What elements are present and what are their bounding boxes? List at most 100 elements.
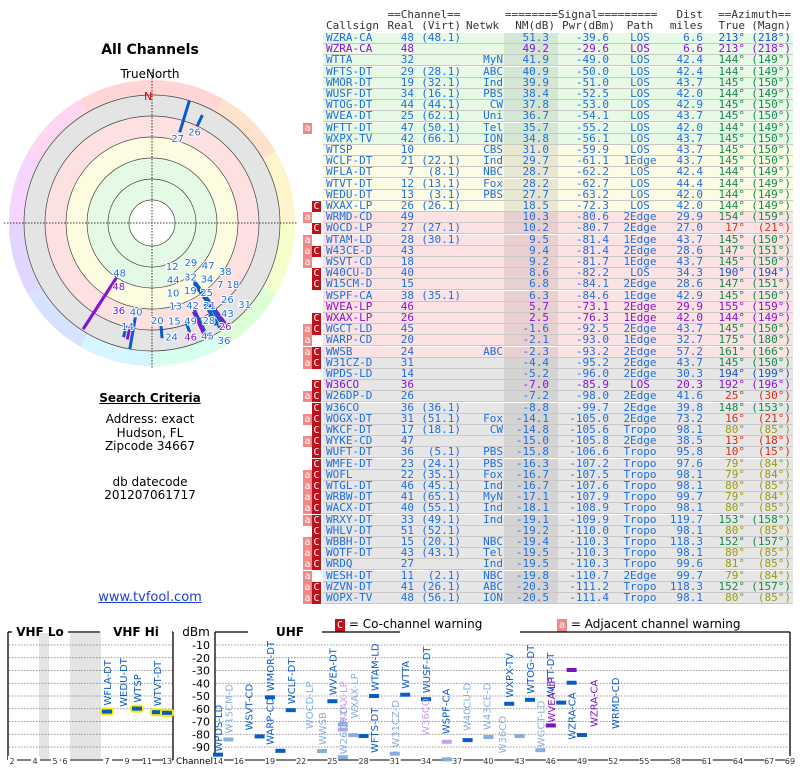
callsign[interactable]: WOPX-TV bbox=[326, 591, 373, 604]
callsign[interactable]: WFLA-DT bbox=[326, 165, 373, 179]
callsign[interactable]: WMOR-DT bbox=[326, 75, 373, 89]
uhf-channel-tick: 19 bbox=[265, 757, 275, 766]
callsign[interactable]: WEDU-DT bbox=[326, 187, 373, 201]
azimuth-true: 145° bbox=[718, 255, 746, 268]
callsign[interactable]: WXPX-TV bbox=[326, 131, 373, 145]
distance: 39.8 bbox=[676, 400, 704, 414]
station-row: WXAX-LP 26 2.5 -76.3 1Edge 42.0 144° (149°) bbox=[323, 311, 793, 324]
callsign[interactable]: WOTF-DT bbox=[326, 546, 373, 560]
path-type: Tropo bbox=[623, 535, 657, 548]
callsign[interactable]: WRDQ bbox=[326, 557, 353, 571]
callsign[interactable]: WVEA-DT bbox=[326, 109, 373, 123]
callsign[interactable]: W40CU-D bbox=[326, 266, 373, 280]
callsign[interactable]: W43CE-D bbox=[326, 243, 373, 257]
callsign[interactable]: WMFE-DT bbox=[326, 456, 373, 470]
real-channel: 12 bbox=[400, 176, 414, 190]
callsign[interactable]: WTGL-DT bbox=[326, 479, 373, 492]
callsign[interactable]: WTVT-DT bbox=[326, 176, 373, 190]
uhf-channel-tick: 61 bbox=[702, 757, 712, 766]
callsign[interactable]: WBBH-DT bbox=[326, 535, 373, 548]
path-type: Tropo bbox=[623, 546, 657, 560]
network: Tel bbox=[483, 546, 503, 560]
callsign[interactable]: WXAX-LP bbox=[326, 311, 373, 324]
callsign[interactable]: WZRA-CA bbox=[326, 31, 373, 44]
callsign[interactable]: WESH-DT bbox=[326, 568, 373, 582]
station-row: W26DP-D 26 -7.2 -98.0 2Edge 41.6 25° (30°) bbox=[323, 389, 793, 403]
real-channel: 48 bbox=[400, 42, 414, 56]
distance: 57.2 bbox=[676, 344, 704, 358]
callsign[interactable]: WSVT-CD bbox=[326, 255, 373, 268]
station-signal-label: WTTA bbox=[401, 661, 412, 689]
callsign[interactable]: WPDS-LD bbox=[326, 367, 373, 380]
dbm-tick-label: -80 bbox=[192, 728, 210, 741]
co-channel-warning-flag: C bbox=[312, 537, 321, 548]
callsign[interactable]: WOGX-DT bbox=[326, 411, 373, 425]
distance: 42.9 bbox=[676, 98, 704, 112]
noise-margin: -4.4 bbox=[522, 355, 550, 369]
station-signal-label: W26DP-D bbox=[339, 706, 350, 754]
station-signal-marker bbox=[556, 700, 567, 705]
callsign[interactable]: WFTS-DT bbox=[326, 64, 373, 78]
callsign[interactable]: W36CO bbox=[326, 400, 360, 414]
real-channel: 22 bbox=[400, 467, 414, 481]
callsign[interactable]: WGCT-LD bbox=[326, 322, 373, 336]
station-signal-label: WFTT-DT bbox=[546, 652, 557, 697]
distance: 42.0 bbox=[676, 120, 704, 134]
signal-power: -84.6 bbox=[575, 288, 609, 302]
path-type: LOS bbox=[630, 187, 650, 201]
callsign[interactable]: WRXY-DT bbox=[326, 512, 373, 526]
callsign[interactable]: WZVN-DT bbox=[326, 579, 373, 593]
vhf-channel-tick: 2 bbox=[9, 757, 14, 766]
callsign[interactable]: WXAX-LP bbox=[326, 199, 373, 212]
callsign[interactable]: WWSB bbox=[326, 344, 353, 358]
callsign[interactable]: WYKE-CD bbox=[326, 434, 373, 448]
search-city: Hudson, FL bbox=[116, 426, 184, 440]
callsign[interactable]: WTOG-DT bbox=[326, 98, 373, 112]
callsign[interactable]: W36CO bbox=[326, 378, 360, 392]
callsign[interactable]: WTTA bbox=[326, 53, 353, 67]
uhf-channel-tick: 58 bbox=[671, 757, 681, 766]
callsign[interactable]: WTSP bbox=[326, 143, 353, 156]
callsign[interactable]: WKCF-DT bbox=[326, 423, 373, 436]
callsign[interactable]: WRMD-CD bbox=[326, 210, 373, 224]
callsign[interactable]: WCLF-DT bbox=[326, 154, 373, 168]
real-channel: 49 bbox=[400, 210, 414, 224]
tvfool-link[interactable]: www.tvfool.com bbox=[98, 590, 202, 605]
callsign[interactable]: WUFT-DT bbox=[326, 445, 373, 459]
callsign[interactable]: WRBW-DT bbox=[326, 490, 373, 504]
noise-margin: 31.0 bbox=[522, 143, 550, 156]
callsign[interactable]: WHLV-DT bbox=[326, 523, 373, 537]
callsign[interactable]: WACX-DT bbox=[326, 501, 373, 515]
azimuth-magnetic: (85°) bbox=[757, 546, 791, 560]
station-row: WMFE-DT 23 (24.1) PBS -16.3 -107.2 Tropo 97.6 79… bbox=[323, 456, 793, 470]
uhf-channel-tick: 37 bbox=[452, 757, 462, 766]
callsign[interactable]: WOCD-LP bbox=[326, 221, 373, 235]
station-row: WFTT-DT 47 (50.1) Tel 35.7 -55.2 LOS 42.0 144° (1… bbox=[323, 120, 793, 134]
path-type: LOS bbox=[630, 266, 650, 280]
callsign[interactable]: WSPF-CA bbox=[326, 288, 373, 302]
station-bearing-label: 43 bbox=[221, 309, 234, 320]
network: MyN bbox=[483, 490, 503, 504]
callsign[interactable]: W31CZ-D bbox=[326, 355, 373, 369]
signal-power: -54.1 bbox=[575, 109, 609, 123]
callsign[interactable]: WZRA-CA bbox=[326, 42, 373, 56]
callsign[interactable]: WVEA-LP bbox=[326, 299, 373, 313]
callsign[interactable]: W26DP-D bbox=[326, 389, 373, 403]
station-signal-marker bbox=[254, 734, 265, 739]
header-channel-group: ==Channel== bbox=[387, 8, 461, 21]
real-channel: 43 bbox=[400, 546, 414, 560]
dbm-tick-label: -90 bbox=[192, 741, 210, 754]
callsign[interactable]: WOFL bbox=[326, 467, 353, 481]
noise-margin: -15.8 bbox=[515, 445, 549, 459]
callsign[interactable]: WFTT-DT bbox=[326, 120, 373, 134]
noise-margin: 8.6 bbox=[529, 266, 549, 280]
real-channel: 15 bbox=[400, 535, 414, 548]
callsign[interactable]: WTAM-LD bbox=[326, 232, 373, 246]
callsign[interactable]: WUSF-DT bbox=[326, 87, 373, 100]
callsign[interactable]: W15CM-D bbox=[326, 277, 373, 291]
azimuth-magnetic: (166°) bbox=[751, 344, 791, 358]
callsign[interactable]: WARP-CD bbox=[326, 333, 373, 347]
station-row: WFLA-DT 7 (8.1) NBC 28.7 -62.2 LOS 42.4 144° (149… bbox=[323, 165, 793, 179]
station-row: WCLF-DT 21 (22.1) Ind 29.7 -61.1 1Edge 43.7 145°… bbox=[323, 154, 793, 168]
adjacent-warning-flag: a bbox=[303, 548, 312, 560]
